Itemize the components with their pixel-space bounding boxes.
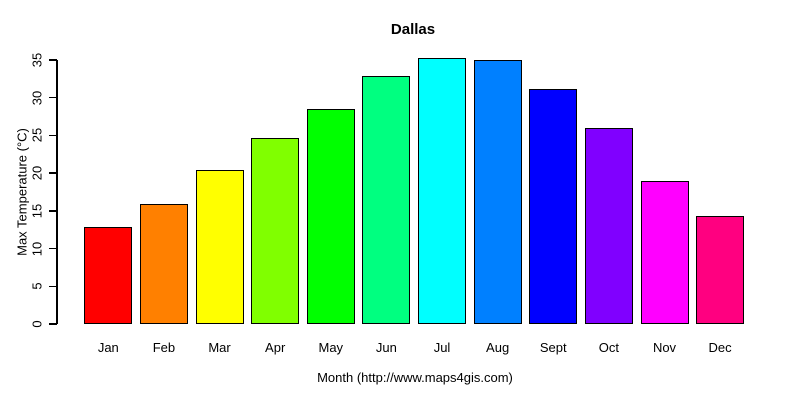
bar-jul — [418, 58, 467, 324]
y-tick-label: 25 — [29, 128, 45, 143]
bar-apr — [251, 138, 300, 324]
y-tick-label: 10 — [29, 241, 45, 256]
y-tick-label: 30 — [29, 90, 45, 105]
bar-may — [306, 108, 355, 324]
bar-aug — [473, 59, 522, 324]
bar-sept — [529, 89, 578, 324]
bar-jun — [362, 75, 411, 324]
x-tick-label-oct: Oct — [598, 340, 619, 355]
bar-feb — [139, 203, 188, 324]
y-tick-mark — [49, 210, 57, 212]
y-axis-line — [56, 59, 58, 324]
x-tick-label-jun: Jun — [375, 340, 397, 355]
y-tick-mark — [49, 172, 57, 174]
x-tick-label-may: May — [318, 340, 344, 355]
chart-title: Dallas — [390, 21, 436, 38]
y-tick-mark — [49, 323, 57, 325]
y-tick-label: 20 — [29, 165, 45, 181]
y-tick-mark — [49, 59, 57, 61]
y-tick-label: 35 — [29, 52, 45, 67]
y-tick-mark — [49, 134, 57, 136]
y-tick-label: 15 — [29, 203, 45, 218]
bar-jan — [84, 227, 133, 324]
x-tick-label-mar: Mar — [208, 340, 231, 355]
y-axis-label: Max Temperature (°C) — [14, 128, 30, 256]
x-tick-label-aug: Aug — [486, 340, 510, 355]
x-tick-label-feb: Feb — [152, 340, 176, 355]
x-tick-label-dec: Dec — [708, 340, 732, 355]
x-tick-label-nov: Nov — [652, 340, 677, 355]
y-tick-label: 0 — [29, 320, 45, 328]
x-tick-label-apr: Apr — [265, 340, 286, 355]
x-tick-label-sept: Sept — [539, 340, 567, 355]
x-tick-label-jan: Jan — [97, 340, 119, 355]
bar-oct — [584, 128, 633, 324]
bar-dec — [696, 216, 745, 324]
y-tick-mark — [49, 247, 57, 250]
x-tick-label-jul: Jul — [433, 340, 451, 355]
bar-mar — [195, 169, 244, 324]
y-tick-mark — [49, 285, 57, 287]
bar-nov — [640, 180, 689, 324]
y-tick-label: 5 — [29, 282, 45, 290]
x-axis-label: Month (http://www.maps4gis.com) — [317, 370, 513, 385]
y-tick-mark — [49, 96, 57, 99]
